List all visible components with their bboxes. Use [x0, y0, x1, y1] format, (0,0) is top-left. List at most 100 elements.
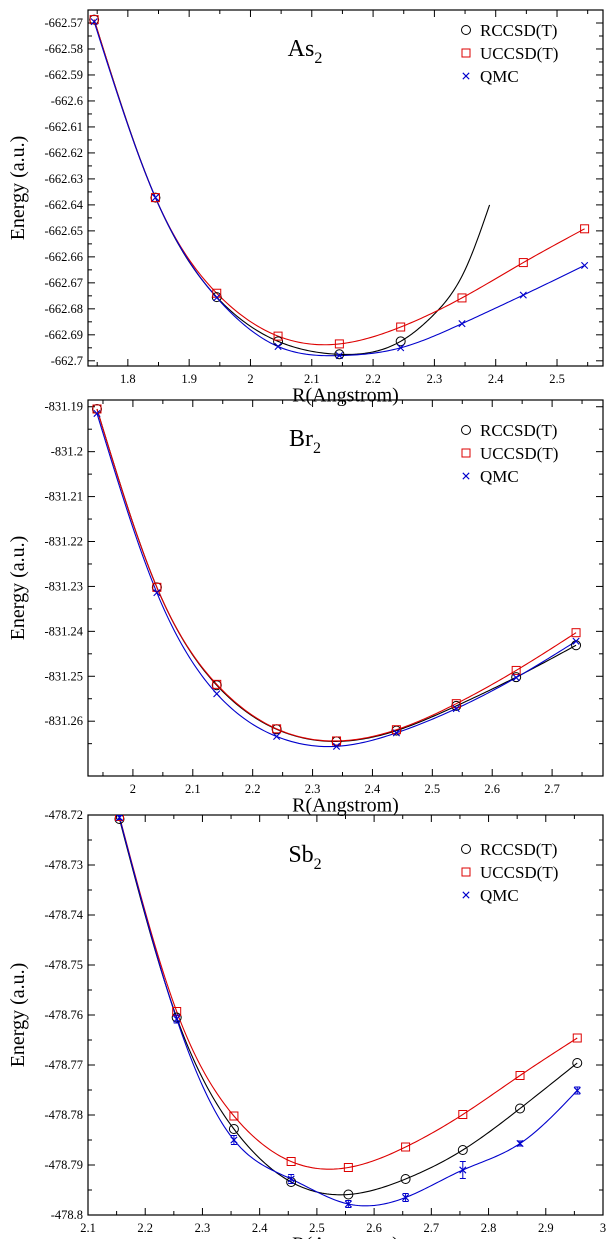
x-tick-label: 1.9: [181, 372, 197, 386]
data-point-square: [571, 628, 581, 638]
data-point-square: [152, 582, 162, 592]
data-point-square: [150, 193, 160, 203]
x-tick-label: 2.4: [488, 372, 504, 386]
data-point-square: [401, 1142, 411, 1152]
legend: RCCSD(T) UCCSD(T) QMC: [461, 840, 558, 905]
x-tick-label: 2.6: [484, 782, 500, 796]
y-tick-label: -662.7: [51, 354, 83, 368]
data-point-square: [89, 15, 99, 25]
x-tick-label: 2.2: [137, 1221, 153, 1235]
legend-marker-circle: [461, 425, 471, 435]
data-point-square: [391, 725, 401, 735]
legend-marker-x: [462, 891, 470, 899]
data-point-x: [458, 320, 466, 328]
y-tick-label: -662.57: [44, 16, 83, 30]
x-tick-label: 2.6: [366, 1221, 382, 1235]
panel-title: As2: [288, 36, 323, 67]
data-point-x: [344, 1200, 352, 1208]
y-tick-label: -478.73: [44, 858, 83, 872]
x-tick-label: 2.5: [425, 782, 441, 796]
y-tick-label: -662.58: [44, 42, 83, 56]
data-point-circle: [395, 336, 406, 347]
y-tick-label: -478.76: [44, 1008, 83, 1022]
data-point-square: [458, 1110, 468, 1119]
chart-panel-3: 2.1 2.2 2.3 2.4 2.5 2.6 2.7 2.8 2.9 3 -478.72 -478.…: [7, 808, 606, 1239]
legend-label: UCCSD(T): [480, 444, 558, 463]
data-point-square: [457, 293, 467, 303]
series-line-x: [96, 413, 577, 748]
y-tick-label: -831.24: [44, 624, 83, 638]
x-tick-label: 2.2: [245, 782, 261, 796]
chart-panel-1: 1.8 1.9 2 2.1 2.2 2.3 2.4 2.5 -662.57 -662.58 -662…: [7, 9, 604, 407]
data-point-x: [153, 589, 161, 597]
y-tick-label: -662.68: [44, 302, 83, 316]
data-point-x: [287, 1175, 295, 1183]
y-tick-label: -478.77: [44, 1058, 83, 1072]
y-tick-label: -831.22: [44, 535, 83, 549]
plot-area: [114, 815, 583, 1208]
data-point-x: [519, 291, 527, 299]
panel-title-subscript: 2: [314, 50, 322, 67]
data-point-circle: [515, 1103, 526, 1114]
y-tick-label: -831.19: [44, 400, 83, 414]
x-tick-label: 2.4: [365, 782, 381, 796]
data-point-square: [515, 1071, 525, 1080]
data-point-x: [573, 1086, 581, 1095]
data-point-square: [212, 679, 222, 689]
y-tick-label: -662.66: [44, 250, 83, 264]
legend: RCCSD(T) UCCSD(T) QMC: [461, 421, 558, 486]
data-point-square: [518, 258, 528, 268]
legend-marker-x: [462, 72, 470, 80]
y-axis-title: Energy (a.u.): [7, 136, 29, 241]
data-point-square: [114, 815, 124, 821]
legend-label: RCCSD(T): [480, 421, 557, 440]
legend-label: UCCSD(T): [480, 44, 558, 63]
data-point-x: [115, 815, 124, 822]
legend-marker-square: [461, 48, 471, 58]
legend-marker-circle: [461, 844, 471, 854]
x-tick-label: 2.3: [427, 372, 443, 386]
data-point-x: [274, 342, 282, 351]
series-line-square: [96, 408, 577, 742]
data-point-circle: [228, 1124, 239, 1134]
x-tick-label: 2.3: [195, 1221, 211, 1235]
x-tick-label: 2.1: [304, 372, 320, 386]
legend-label: RCCSD(T): [480, 840, 557, 859]
series-line-circle: [118, 818, 578, 1196]
panel-title-main: Br: [289, 426, 313, 452]
data-point-circle: [511, 672, 522, 683]
data-point-x: [572, 637, 580, 645]
data-point-square: [451, 699, 461, 709]
data-point-x: [581, 261, 589, 270]
series-line-square: [118, 816, 578, 1170]
y-tick-label: -662.64: [44, 198, 83, 212]
data-point-square: [580, 224, 590, 234]
y-tick-label: -662.69: [44, 328, 83, 342]
y-tick-label: -662.59: [44, 68, 83, 82]
data-point-circle: [343, 1189, 354, 1200]
data-point-x: [90, 18, 98, 26]
y-tick-label: -478.79: [44, 1158, 83, 1172]
legend-marker-circle: [461, 25, 471, 35]
data-point-x: [392, 729, 400, 737]
legend-marker-square: [461, 867, 471, 877]
y-tick-label: -478.78: [44, 1108, 83, 1122]
series-line-circle: [93, 19, 491, 356]
x-tick-label: 3: [600, 1221, 606, 1235]
data-point-circle: [400, 1174, 411, 1184]
legend-marker-square: [461, 448, 471, 458]
data-point-circle: [571, 640, 582, 651]
x-tick-label: 1.8: [120, 372, 136, 386]
panel-title-main: Sb: [288, 842, 313, 868]
data-point-x: [516, 1139, 524, 1148]
data-point-square: [343, 1163, 353, 1172]
panel-title-subscript: 2: [313, 440, 321, 457]
plot-frame: [87, 399, 604, 777]
data-point-x: [213, 294, 221, 302]
x-tick-label: 2.5: [309, 1221, 325, 1235]
data-point-circle: [457, 1145, 468, 1155]
data-point-square: [332, 736, 342, 746]
x-tick-label: 2.7: [424, 1221, 440, 1235]
x-tick-label: 2: [130, 782, 136, 796]
